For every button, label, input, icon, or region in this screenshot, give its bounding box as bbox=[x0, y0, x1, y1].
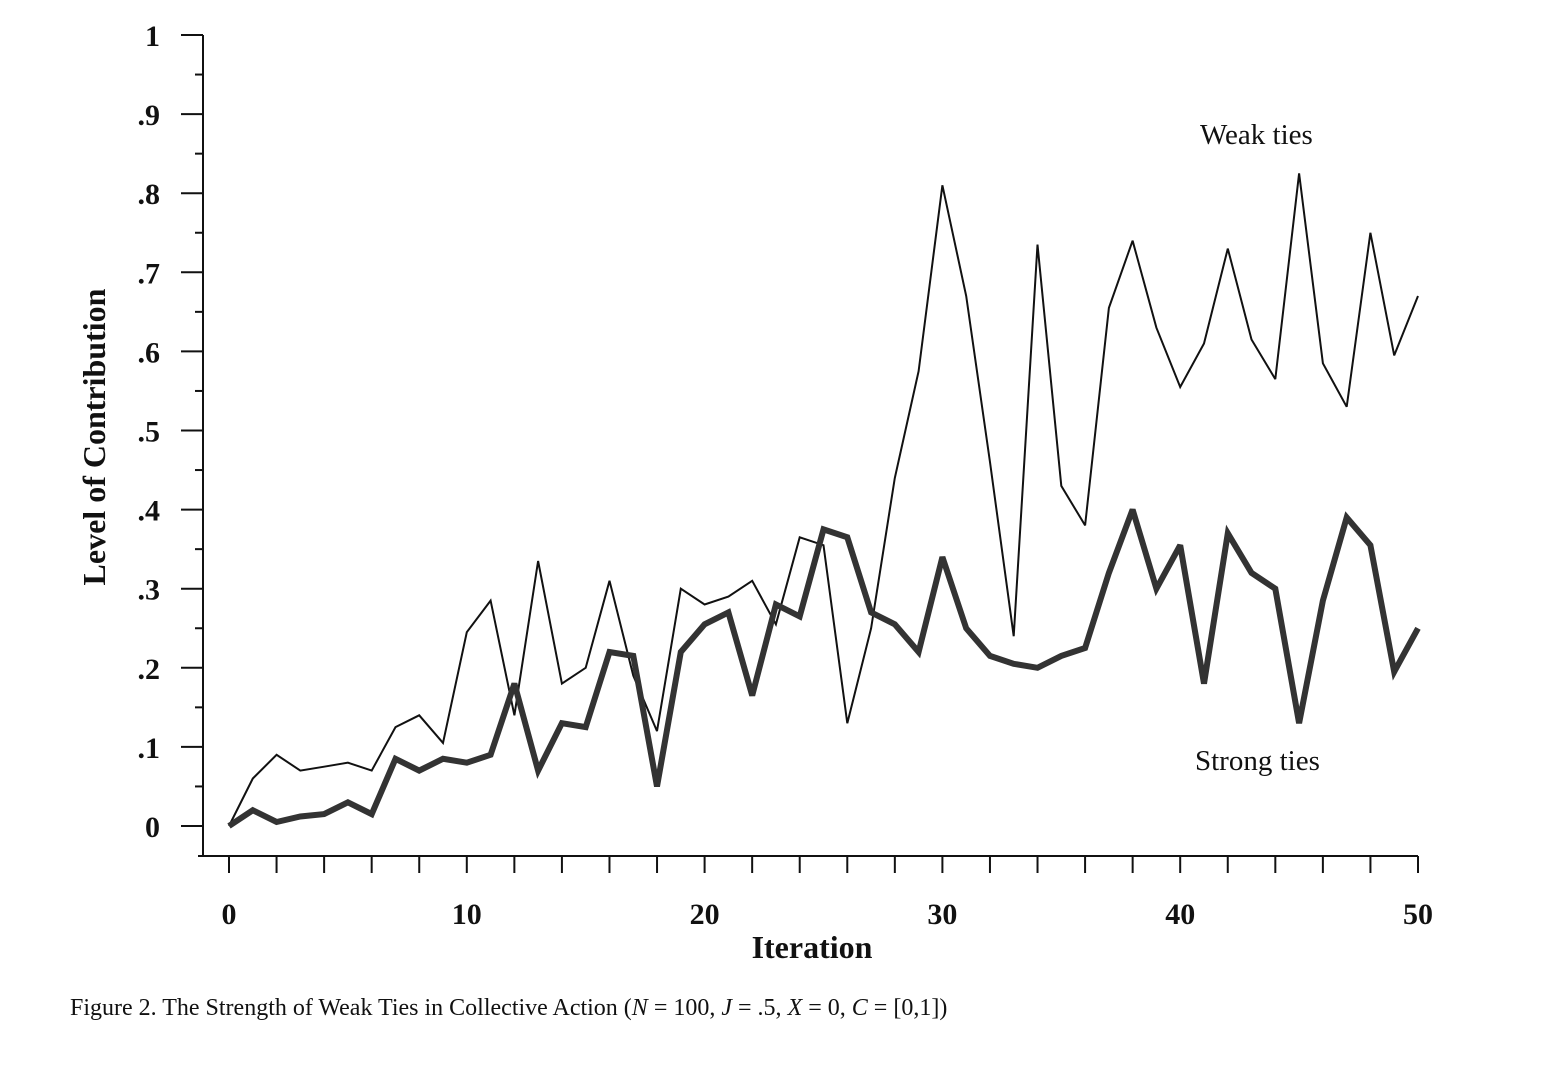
y-ticks: 0 .1 .2 .3 .4 .5 .6 .7 .8 .9 1 bbox=[138, 20, 203, 844]
x-tick-label: 0 bbox=[222, 898, 237, 931]
caption-val-n: = 100, bbox=[647, 995, 722, 1021]
y-tick-label: .3 bbox=[138, 574, 161, 607]
caption-var-x: X bbox=[787, 995, 803, 1021]
y-axis-title: Level of Contribution bbox=[76, 288, 112, 585]
caption-prefix: Figure 2. The Strength of Weak Ties in C… bbox=[70, 995, 632, 1021]
x-ticks: 0 10 20 30 40 50 bbox=[222, 856, 1433, 931]
series-label-weak-ties: Weak ties bbox=[1200, 119, 1313, 151]
x-tick-label: 20 bbox=[690, 898, 720, 931]
caption-val-j: = .5, bbox=[732, 995, 788, 1021]
caption-var-j: J bbox=[721, 995, 733, 1021]
x-tick-label: 50 bbox=[1403, 898, 1433, 931]
series-line-strong-ties bbox=[227, 508, 1421, 829]
caption-var-n: N bbox=[631, 995, 648, 1021]
caption-val-x: = 0, bbox=[802, 995, 852, 1021]
series-layer bbox=[227, 173, 1421, 829]
caption-var-c: C bbox=[851, 995, 868, 1021]
figure-caption: Figure 2. The Strength of Weak Ties in C… bbox=[70, 995, 1470, 1022]
y-tick-label: .6 bbox=[138, 336, 161, 369]
x-axis-title: Iteration bbox=[752, 929, 873, 965]
y-tick-label: .7 bbox=[138, 257, 161, 290]
series-label-strong-ties: Strong ties bbox=[1195, 745, 1320, 777]
axes bbox=[198, 35, 1418, 857]
series-line-weak-ties bbox=[228, 173, 1419, 827]
y-tick-label: 0 bbox=[145, 811, 160, 844]
y-tick-label: .5 bbox=[138, 416, 161, 449]
y-tick-label: .8 bbox=[138, 178, 161, 211]
caption-val-c: = [0,1]) bbox=[867, 995, 948, 1021]
y-tick-label: .1 bbox=[138, 732, 161, 765]
y-tick-label: .4 bbox=[138, 495, 161, 528]
y-tick-label: .9 bbox=[138, 99, 161, 132]
y-tick-label: 1 bbox=[145, 20, 160, 53]
line-chart: 0 .1 .2 .3 .4 .5 .6 .7 .8 .9 1 0 10 20 30 40 50 Level o… bbox=[76, 20, 1433, 965]
x-tick-label: 10 bbox=[452, 898, 482, 931]
y-tick-label: .2 bbox=[138, 653, 161, 686]
x-tick-label: 30 bbox=[927, 898, 957, 931]
x-tick-label: 40 bbox=[1165, 898, 1195, 931]
